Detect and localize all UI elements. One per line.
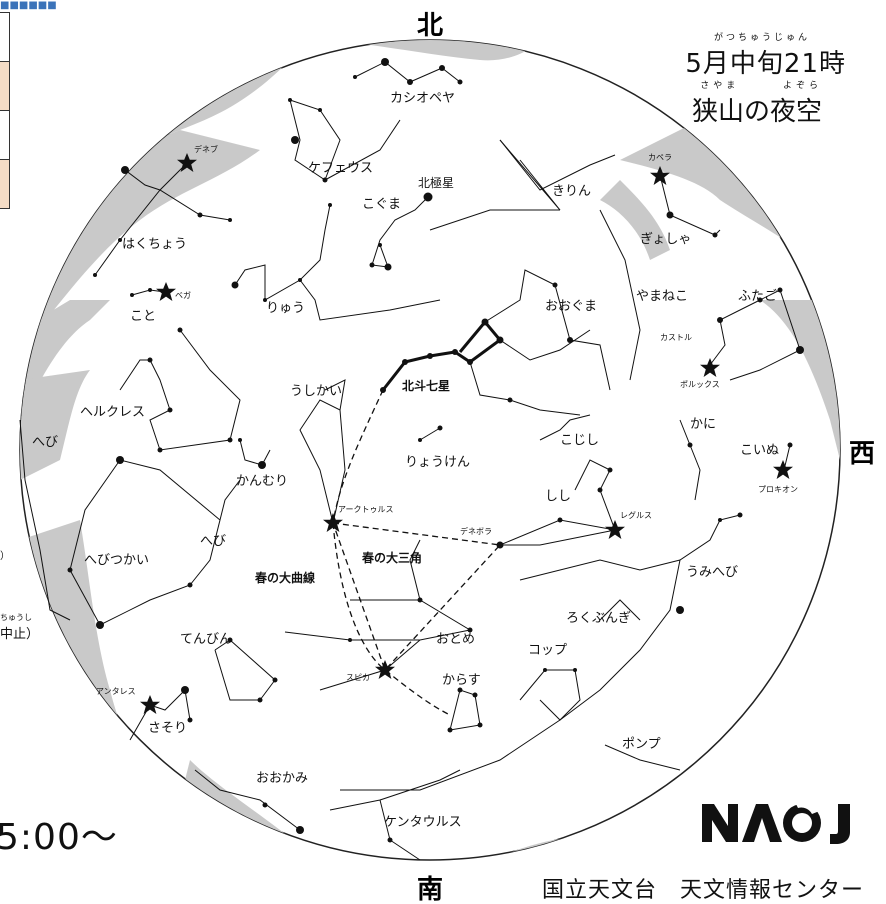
constellation-name: しし — [545, 489, 571, 504]
left-header-fragment: ■■■■■■ — [0, 0, 57, 11]
date-ruby: がつちゅうじゅん — [713, 33, 810, 43]
star-name-arcturus: アークトゥルス — [338, 505, 394, 514]
place-ruby-sayama: さやま — [700, 81, 740, 91]
left-note-paren: ） — [0, 551, 10, 562]
constellation-name: ケフェウス — [308, 161, 373, 176]
star-labels: 北極星 デネブ ベガ カペラ カストル ポルックス プロキオン アークトゥルス … — [96, 144, 798, 696]
minor-stars — [67, 58, 804, 843]
constellation-name: かんむり — [236, 474, 288, 489]
star-name-capella: カペラ — [648, 153, 672, 162]
constellation-name: かに — [690, 417, 716, 432]
constellation-name: へびつかい — [84, 553, 149, 568]
constellation-name: うしかい — [290, 384, 342, 399]
south-label: 南 — [417, 875, 443, 904]
constellation-name: コップ — [528, 643, 567, 658]
constellation-name: こぐま — [362, 197, 401, 212]
left-panel-fragment: ■■■■■■ — [0, 0, 100, 904]
constellation-labels: カシオペヤ ケフェウス こぐま きりん はくちょう りゅう こと ぎょしゃ やま… — [32, 91, 779, 830]
constellation-name: りゅう — [266, 301, 305, 316]
constellation-name: さそり — [148, 721, 187, 736]
star-name-deneb: デネブ — [194, 144, 218, 154]
constellation-name: ヘルクレス — [80, 405, 145, 420]
asterism-labels: 北斗七星 春の大三角 春の大曲線 — [254, 378, 450, 585]
naoj-logo — [702, 798, 850, 844]
schedule-table-fragment — [0, 12, 10, 209]
constellation-name: おとめ — [436, 632, 475, 647]
star-name-antares: アンタレス — [96, 687, 136, 696]
north-label: 北 — [417, 11, 443, 41]
star-name-spica: スピカ — [346, 673, 370, 682]
left-note-ruby: ちゅうし — [0, 613, 32, 622]
time-fragment: 5:00〜 — [0, 817, 118, 858]
constellation-name: へび — [200, 534, 226, 549]
credit-text: 国立天文台 天文情報センター — [542, 878, 865, 903]
constellation-name: きりん — [552, 184, 591, 199]
constellation-name: りょうけん — [405, 455, 470, 470]
constellation-name: ぎょしゃ — [640, 232, 691, 247]
spring-triangle-label: 春の大三角 — [361, 550, 422, 565]
constellation-name: うみへび — [686, 565, 738, 580]
big-dipper-label: 北斗七星 — [402, 378, 450, 393]
star-name-polaris: 北極星 — [418, 175, 454, 190]
star-name-procyon: プロキオン — [758, 485, 798, 494]
constellation-name: おおぐま — [545, 299, 597, 314]
star-name-denebola: デネボラ — [460, 526, 492, 536]
star-name-vega: ベガ — [175, 290, 191, 300]
star-name-pollux: ポルックス — [680, 380, 720, 389]
constellation-name: からす — [442, 673, 481, 688]
constellation-name: ポンプ — [622, 737, 661, 752]
place-ruby-yozora: よぞら — [782, 81, 822, 91]
chart-place-title: さやま よぞら 狭山の夜空 — [692, 78, 822, 128]
west-label: 西 — [849, 439, 875, 469]
constellation-name: ふたご — [738, 288, 777, 304]
left-note-stop: 中止） — [0, 627, 40, 642]
constellation-name: おおかみ — [256, 771, 308, 786]
spring-curve-label: 春の大曲線 — [254, 570, 315, 585]
constellation-name: はくちょう — [122, 237, 187, 252]
place-text: 狭山の夜空 — [691, 97, 822, 127]
sky-disc — [19, 39, 841, 861]
constellation-name: こと — [130, 309, 156, 324]
constellation-name: へび — [32, 435, 58, 450]
constellation-name: こいぬ — [740, 443, 779, 458]
constellation-name: やまねこ — [636, 289, 688, 304]
asterism-lines — [332, 389, 502, 716]
constellation-name: ろくぶんぎ — [566, 611, 631, 626]
star-name-regulus: レグルス — [620, 510, 652, 520]
constellation-name: カシオペヤ — [390, 91, 455, 106]
constellation-name: ケンタウルス — [384, 815, 462, 830]
star-name-castor: カストル — [660, 333, 692, 342]
chart-date-title: がつちゅうじゅん 5月中旬21時 — [685, 30, 846, 80]
date-text: 5月中旬21時 — [685, 49, 846, 79]
constellation-name: てんびん — [180, 632, 232, 647]
constellation-name: こじし — [560, 433, 599, 448]
